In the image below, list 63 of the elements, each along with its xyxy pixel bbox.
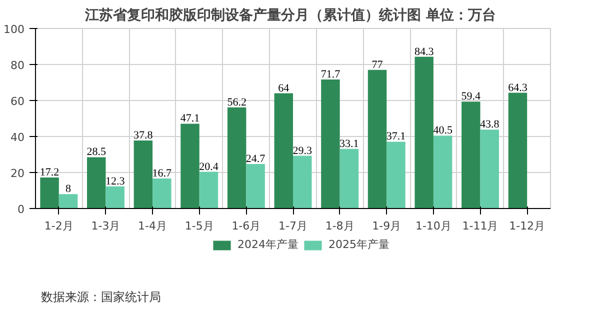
legend-label: 2024年产量 (238, 237, 298, 252)
x-tick-label: 1-3月 (91, 220, 120, 232)
bar (246, 164, 265, 208)
bar (321, 79, 340, 208)
data-label: 33.1 (340, 138, 359, 150)
bar (134, 140, 153, 208)
bar (433, 136, 452, 208)
bar (40, 178, 59, 208)
x-tick-label: 1-9月 (372, 220, 402, 232)
bar (274, 93, 293, 208)
data-label: 40.5 (433, 124, 453, 137)
x-tick-label: 1-12月 (509, 220, 546, 232)
x-tick-label: 1-4月 (138, 220, 168, 232)
bar (462, 102, 480, 208)
data-label: 24.7 (246, 153, 266, 166)
data-label: 20.4 (199, 160, 219, 173)
y-tick-label: 0 (18, 203, 24, 216)
bar (227, 107, 246, 208)
bar (180, 124, 200, 208)
data-label: 28.5 (86, 146, 106, 158)
bar (480, 130, 499, 208)
data-label: 37.8 (134, 129, 154, 142)
bar (340, 148, 359, 208)
y-tick-label: 80 (10, 59, 25, 72)
x-tick-label: 1-8月 (325, 220, 354, 232)
data-label: 8 (66, 183, 72, 196)
x-tick-label: 1-2月 (44, 220, 74, 232)
data-label: 16.7 (152, 167, 172, 180)
x-tick-label: 1-10月 (415, 220, 452, 232)
chart-title: 江苏省复印和胶版印制设备产量分月（累计值）统计图 单位：万台 (84, 6, 496, 24)
data-label: 17.2 (40, 166, 60, 179)
legend-label: 2025年产量 (328, 237, 390, 252)
x-tick-label: 1-11月 (462, 220, 498, 232)
source-note: 数据来源：国家统计局 (40, 290, 161, 304)
bar (293, 156, 312, 208)
bar (414, 56, 434, 208)
y-tick-label: 60 (10, 95, 25, 108)
data-label: 77 (372, 58, 384, 71)
data-label: 84.3 (414, 46, 434, 58)
data-label: 64.3 (508, 82, 528, 94)
bar (199, 172, 218, 208)
data-label: 59.4 (461, 90, 482, 103)
x-tick-label: 1-7月 (278, 220, 308, 232)
bar (106, 186, 124, 208)
bar (386, 142, 406, 208)
data-label: 12.3 (105, 175, 126, 188)
y-tick-label: 100 (4, 23, 25, 36)
data-label: 29.3 (292, 144, 312, 157)
bar (368, 70, 387, 208)
data-label: 43.8 (480, 118, 500, 131)
data-label: 56.2 (227, 96, 246, 108)
bar (58, 194, 78, 208)
bar (87, 157, 106, 208)
data-label: 47.1 (180, 112, 200, 125)
y-tick-label: 20 (10, 167, 25, 180)
bar (508, 92, 528, 208)
data-label: 71.7 (320, 68, 341, 80)
x-tick-label: 1-6月 (232, 220, 261, 232)
x-tick-label: 1-5月 (184, 220, 214, 232)
data-label: 64 (278, 82, 290, 94)
y-tick-label: 40 (10, 131, 25, 144)
bar (152, 178, 172, 208)
data-label: 37.1 (386, 130, 406, 143)
